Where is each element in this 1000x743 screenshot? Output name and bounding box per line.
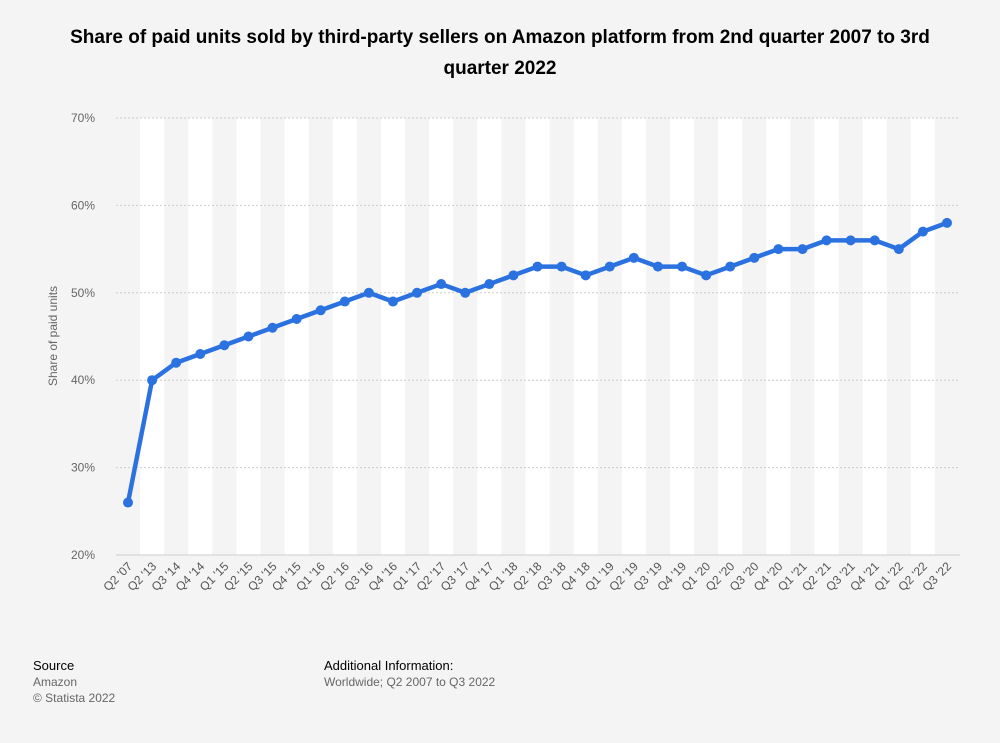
column-band xyxy=(718,118,743,555)
data-point[interactable] xyxy=(508,270,519,281)
y-axis-ticks: 20% 30% 40% 50% 60% 70% xyxy=(71,111,95,562)
data-point[interactable] xyxy=(315,305,326,316)
data-point[interactable] xyxy=(773,244,784,255)
data-points xyxy=(123,217,952,508)
y-axis-label: Share of paid units xyxy=(46,286,60,386)
data-point[interactable] xyxy=(749,252,760,263)
data-point[interactable] xyxy=(387,296,398,307)
column-band xyxy=(332,118,357,555)
data-point[interactable] xyxy=(363,287,374,298)
data-point[interactable] xyxy=(147,375,158,386)
data-point[interactable] xyxy=(677,261,688,272)
gridlines xyxy=(116,117,960,556)
data-point[interactable] xyxy=(123,497,133,508)
column-band xyxy=(910,118,935,555)
column-band xyxy=(284,118,309,555)
column-band xyxy=(140,118,165,555)
column-band xyxy=(380,118,406,555)
data-point[interactable] xyxy=(243,331,254,342)
data-point[interactable] xyxy=(219,340,230,351)
data-point[interactable] xyxy=(652,261,663,272)
y-tick-label: 20% xyxy=(71,548,95,562)
source-name[interactable]: Amazon xyxy=(33,675,78,689)
data-point[interactable] xyxy=(267,322,278,333)
copyright[interactable]: © Statista 2022 xyxy=(33,691,116,705)
y-tick-label: 30% xyxy=(71,461,95,475)
data-point[interactable] xyxy=(797,244,808,255)
data-point[interactable] xyxy=(195,348,206,359)
data-point[interactable] xyxy=(484,279,495,290)
data-point[interactable] xyxy=(291,314,302,325)
column-band xyxy=(766,118,791,555)
column-band xyxy=(669,118,695,555)
column-bands xyxy=(140,118,935,555)
data-point[interactable] xyxy=(436,279,447,290)
y-tick-label: 70% xyxy=(71,111,95,125)
data-point[interactable] xyxy=(556,261,567,272)
data-point[interactable] xyxy=(604,261,615,272)
info-heading[interactable]: Additional Information: xyxy=(324,658,454,673)
data-point[interactable] xyxy=(701,270,712,281)
y-tick-label: 40% xyxy=(71,373,95,387)
data-point[interactable] xyxy=(821,235,832,246)
data-point[interactable] xyxy=(532,261,543,272)
data-point[interactable] xyxy=(942,217,952,228)
data-point[interactable] xyxy=(893,244,904,255)
info-text: Worldwide; Q2 2007 to Q3 2022 xyxy=(324,675,496,689)
column-band xyxy=(814,118,839,555)
column-band xyxy=(429,118,454,555)
data-point[interactable] xyxy=(917,226,928,237)
y-tick-label: 60% xyxy=(71,198,95,212)
data-point[interactable] xyxy=(339,296,350,307)
column-band xyxy=(862,118,887,555)
column-band xyxy=(573,118,598,555)
data-point[interactable] xyxy=(580,270,591,281)
chart-title: Share of paid units sold by third-party … xyxy=(70,27,930,79)
data-point[interactable] xyxy=(171,357,182,368)
data-point[interactable] xyxy=(725,261,736,272)
source-block: Source Amazon © Statista 2022 xyxy=(33,658,115,706)
column-band xyxy=(477,118,502,555)
data-point[interactable] xyxy=(412,287,423,298)
data-point[interactable] xyxy=(845,235,856,246)
y-tick-label: 50% xyxy=(71,286,95,300)
source-heading: Source xyxy=(33,658,75,673)
column-band xyxy=(621,118,646,555)
data-point[interactable] xyxy=(460,287,471,298)
column-band xyxy=(188,118,213,555)
data-point[interactable] xyxy=(869,235,880,246)
column-band xyxy=(525,118,550,555)
data-point[interactable] xyxy=(628,252,639,263)
additional-info-block: Additional Information: Worldwide; Q2 20… xyxy=(324,658,495,690)
